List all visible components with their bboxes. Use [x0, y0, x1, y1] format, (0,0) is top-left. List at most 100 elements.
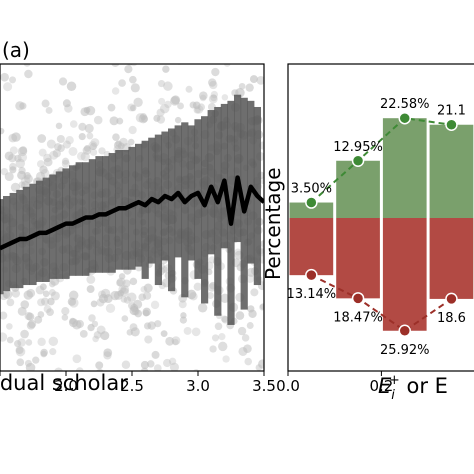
scatter-point — [139, 113, 147, 121]
scatter-point — [124, 65, 133, 74]
scatter-point — [169, 362, 179, 371]
scatter-point — [170, 32, 179, 41]
scatter-point — [49, 280, 56, 288]
scatter-point — [14, 154, 22, 163]
scatter-point — [19, 146, 28, 155]
scatter-point — [9, 76, 17, 84]
scatter-point — [16, 358, 25, 367]
scatter-point — [90, 300, 98, 308]
data-point-marker — [398, 111, 411, 125]
negative-bar — [336, 218, 380, 299]
scatter-point — [147, 360, 155, 368]
scatter-point — [121, 315, 129, 322]
scatter-point — [8, 133, 18, 143]
scatter-point — [174, 116, 182, 124]
scatter-point — [250, 288, 259, 297]
scatter-point — [211, 67, 220, 77]
scatter-point — [34, 315, 43, 324]
scatter-point — [154, 320, 162, 328]
scatter-point — [193, 369, 200, 371]
scatter-point — [165, 336, 175, 346]
scatter-point — [120, 296, 128, 303]
scatter-point — [83, 145, 91, 152]
negative-bar — [429, 218, 474, 299]
scatter-point — [109, 116, 119, 126]
box-bar — [234, 94, 242, 243]
scatter-point — [26, 312, 35, 321]
scatter-point — [91, 396, 99, 404]
scatter-point — [256, 75, 264, 85]
scatter-point — [138, 293, 147, 302]
scatter-point — [88, 314, 96, 322]
scatter-point — [130, 327, 140, 337]
scatter-point — [172, 338, 179, 346]
scatter-point — [140, 367, 149, 371]
scatter-point — [163, 81, 173, 91]
scatter-point — [103, 348, 113, 358]
percentage-bars — [289, 118, 474, 331]
scatter-point — [177, 102, 184, 110]
scatter-point — [224, 54, 233, 63]
scatter-point — [244, 25, 251, 32]
scatter-point — [95, 361, 104, 370]
scatter-point — [93, 115, 103, 125]
scatter-point — [89, 142, 97, 151]
scatter-point — [133, 299, 143, 309]
scatter-point — [159, 103, 170, 114]
scatter-point — [258, 359, 264, 369]
scatter-point — [144, 335, 153, 344]
scatter-point — [179, 316, 188, 324]
scatter-point — [35, 285, 45, 295]
negative-value-label: 18.6 — [437, 311, 466, 326]
scatter-point — [245, 83, 254, 92]
x-tick-label: 0.0 — [276, 377, 300, 395]
scatter-point — [86, 285, 95, 294]
scatter-point — [160, 330, 168, 338]
scatter-point — [90, 138, 100, 147]
box-bar — [69, 165, 77, 276]
scatter-point — [61, 159, 70, 168]
scatter-point — [238, 82, 246, 90]
scatter-point — [221, 315, 228, 323]
scatter-point — [151, 350, 160, 359]
scatter-point — [40, 297, 50, 306]
scatter-point — [62, 140, 71, 149]
scatter-point — [15, 158, 26, 169]
scatter-point — [25, 362, 36, 371]
scatter-point — [214, 322, 223, 331]
scatter-point — [186, 14, 193, 21]
positive-value-label: 21.1 — [437, 104, 466, 119]
scatter-point — [11, 132, 21, 142]
scatter-point — [38, 148, 47, 157]
scatter-point — [6, 298, 15, 307]
scatter-point — [46, 402, 55, 411]
scatter-point — [195, 38, 202, 45]
scatter-point — [20, 300, 30, 309]
scatter-point — [111, 87, 120, 95]
scatter-point — [69, 318, 78, 328]
scatter-point — [199, 91, 208, 100]
scatter-point — [78, 403, 85, 410]
scatter-point — [49, 348, 57, 356]
positive-bar — [336, 160, 380, 218]
scatter-point — [52, 149, 61, 158]
scatter-point — [127, 138, 135, 146]
negative-value-label: 25.92% — [380, 343, 430, 358]
scatter-point — [56, 134, 65, 144]
scatter-point — [235, 311, 245, 320]
scatter-point — [209, 80, 218, 90]
scatter-point — [156, 108, 165, 117]
scatter-point — [147, 49, 156, 58]
scatter-point — [54, 143, 62, 151]
scatter-point — [6, 323, 13, 330]
scatter-point — [55, 122, 63, 130]
scatter-point — [195, 49, 203, 57]
scatter-point — [129, 104, 137, 112]
data-point-marker — [445, 118, 458, 131]
scatter-point — [182, 54, 190, 62]
scatter-point — [171, 336, 181, 346]
scatter-point — [243, 344, 252, 353]
data-point-marker — [398, 324, 411, 338]
scatter-point — [18, 181, 26, 189]
scatter-point — [259, 303, 264, 310]
